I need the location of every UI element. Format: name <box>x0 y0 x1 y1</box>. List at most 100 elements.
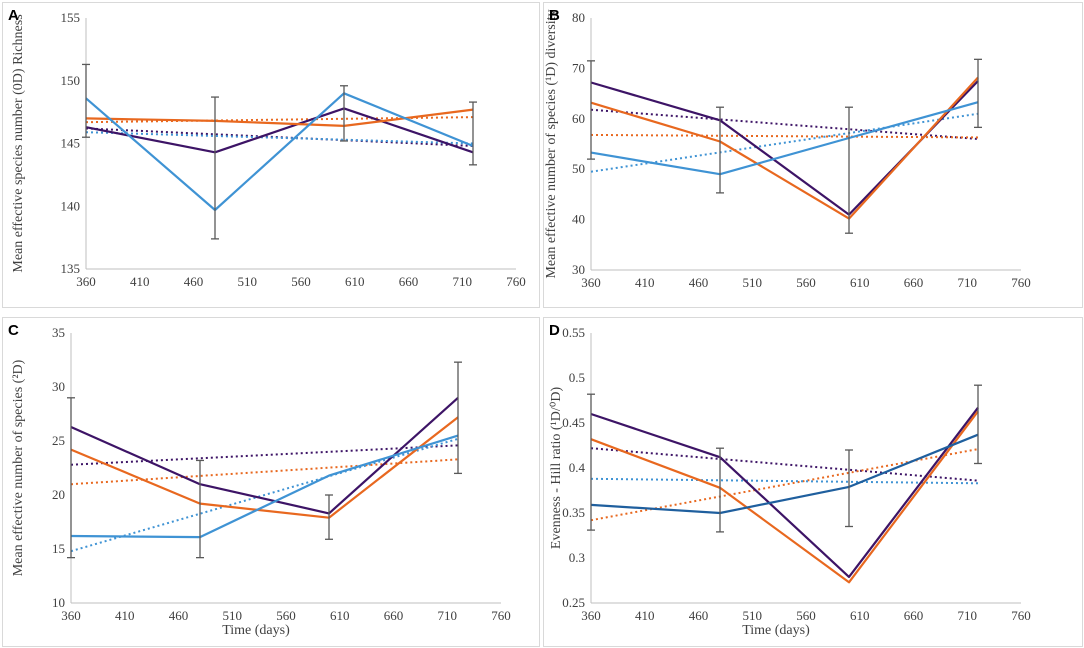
y-tick-label: 30 <box>572 262 585 277</box>
panel-letter: D <box>549 322 560 339</box>
panel-letter: B <box>549 7 560 24</box>
x-tick-label: 460 <box>689 608 709 623</box>
y-tick-label: 60 <box>572 111 585 126</box>
y-tick-label: 135 <box>61 261 81 276</box>
trendline-lightblue <box>590 112 979 173</box>
series-line-purple <box>85 107 474 154</box>
error-bar <box>325 494 333 540</box>
error-bar <box>469 101 477 166</box>
x-tick-label: 610 <box>850 275 870 290</box>
x-tick-label: 710 <box>438 608 458 623</box>
y-tick-label: 25 <box>52 433 65 448</box>
y-tick-label: 50 <box>572 161 585 176</box>
y-tick-label: 0.3 <box>569 550 585 565</box>
series-line-lightblue <box>590 101 979 176</box>
y-tick-label: 0.25 <box>562 595 585 610</box>
panel-b: 360 410 460 510 560 610 660 710 760 30 40 50 60 70 80 M… <box>543 2 1083 308</box>
x-tick-label: 610 <box>850 608 870 623</box>
x-tick-label: 410 <box>115 608 135 623</box>
x-tick-label: 360 <box>581 608 601 623</box>
y-axis-title: Evenness - Hill ratio (¹D/⁰D) <box>549 387 564 550</box>
y-axis-title: Mean effective species number (0D) Richn… <box>11 14 26 272</box>
y-axis-title: Mean effective number of species (¹D) di… <box>544 9 559 278</box>
y-tick-label: 155 <box>61 10 81 25</box>
x-tick-label: 610 <box>345 274 365 289</box>
series-line-orange <box>70 416 459 519</box>
y-tick-label: 80 <box>572 10 585 25</box>
error-bar <box>587 60 595 160</box>
series-line-orange <box>85 108 474 128</box>
x-tick-label: 710 <box>453 274 473 289</box>
x-tick-label: 460 <box>184 274 204 289</box>
y-tick-label: 10 <box>52 595 65 610</box>
error-bar <box>974 58 982 129</box>
y-tick-label: 0.45 <box>562 415 585 430</box>
x-tick-label: 560 <box>291 274 311 289</box>
panel-d: 360 410 460 510 560 610 660 710 760 0.25 0.3 0.35 0.… <box>543 317 1083 647</box>
error-bar <box>211 96 219 240</box>
y-tick-label: 145 <box>61 136 81 151</box>
x-tick-label: 360 <box>76 274 96 289</box>
x-tick-label: 410 <box>130 274 150 289</box>
y-tick-label: 70 <box>572 60 585 75</box>
x-tick-label: 460 <box>169 608 189 623</box>
x-tick-label: 560 <box>796 608 816 623</box>
x-tick-label: 410 <box>635 608 655 623</box>
series-line-purple <box>590 407 979 579</box>
y-tick-label: 20 <box>52 487 65 502</box>
x-tick-label: 660 <box>904 608 924 623</box>
error-bar <box>974 384 982 465</box>
x-tick-label: 360 <box>581 275 601 290</box>
x-tick-label: 360 <box>61 608 81 623</box>
x-tick-label: 760 <box>1011 275 1031 290</box>
x-tick-label: 510 <box>743 275 763 290</box>
x-tick-label: 560 <box>796 275 816 290</box>
series-line-darkblue <box>590 433 979 515</box>
y-tick-label: 150 <box>61 73 81 88</box>
x-tick-label: 510 <box>743 608 763 623</box>
x-axis-title: Time (days) <box>742 623 810 638</box>
error-bar <box>587 393 595 531</box>
y-tick-label: 30 <box>52 379 65 394</box>
x-tick-label: 510 <box>223 608 243 623</box>
y-tick-label: 35 <box>52 325 65 340</box>
panel-frame <box>543 2 1083 308</box>
x-tick-label: 710 <box>958 608 978 623</box>
series-line-lightblue <box>85 92 474 212</box>
error-bar <box>716 106 724 194</box>
series-line-orange <box>590 76 979 220</box>
y-tick-label: 0.55 <box>562 325 585 340</box>
x-tick-label: 410 <box>635 275 655 290</box>
panel-a: 360 410 460 510 560 610 660 710 760 135 140 145 150 1… <box>2 2 540 308</box>
x-tick-label: 560 <box>276 608 296 623</box>
x-tick-label: 660 <box>904 275 924 290</box>
x-tick-label: 760 <box>506 274 526 289</box>
y-tick-label: 15 <box>52 541 65 556</box>
x-tick-label: 760 <box>491 608 511 623</box>
panel-frame <box>543 317 1083 647</box>
error-bar <box>845 449 853 528</box>
y-tick-label: 0.35 <box>562 505 585 520</box>
x-axis-title: Time (days) <box>222 623 290 638</box>
error-bar <box>340 85 348 142</box>
panel-letter: A <box>8 7 19 24</box>
y-tick-label: 0.4 <box>569 460 586 475</box>
x-tick-label: 460 <box>689 275 709 290</box>
panel-frame <box>2 317 540 647</box>
y-tick-label: 140 <box>61 198 81 213</box>
panel-frame <box>2 2 540 308</box>
panel-letter: C <box>8 322 19 339</box>
error-bar <box>82 63 90 138</box>
x-tick-label: 660 <box>384 608 404 623</box>
error-bar <box>454 361 462 475</box>
series-line-lightblue <box>70 434 459 539</box>
error-bar <box>845 106 853 234</box>
x-tick-label: 610 <box>330 608 350 623</box>
x-tick-label: 710 <box>958 275 978 290</box>
y-tick-label: 40 <box>572 212 585 227</box>
series-line-orange <box>590 410 979 584</box>
y-tick-label: 0.5 <box>569 370 585 385</box>
y-axis-title: Mean effective number of species (²D) <box>11 359 26 576</box>
error-bar <box>716 447 724 533</box>
